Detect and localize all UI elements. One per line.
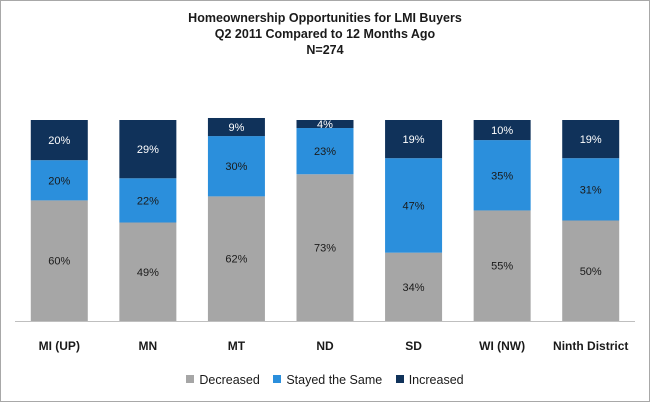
data-label-ninth-district-decreased: 50% bbox=[580, 266, 602, 278]
legend-swatch-increased bbox=[395, 375, 404, 383]
x-tick-label-sd: SD bbox=[405, 339, 422, 353]
bar-wi-nw-stayed-the-same bbox=[473, 140, 531, 211]
data-label-mn-stayed-the-same: 22% bbox=[137, 195, 159, 207]
bar-mn-decreased bbox=[119, 222, 177, 321]
data-label-mn-decreased: 49% bbox=[137, 267, 159, 279]
chart-title: Homeownership Opportunities for LMI Buye… bbox=[1, 10, 649, 58]
data-label-mt-decreased: 62% bbox=[225, 254, 247, 266]
data-label-mi-up-decreased: 60% bbox=[48, 256, 70, 268]
bar-mi-up-increased bbox=[30, 120, 88, 161]
data-label-mi-up-stayed-the-same: 20% bbox=[48, 175, 70, 187]
legend-item-decreased: Decreased bbox=[186, 373, 260, 387]
bar-nd-increased bbox=[296, 120, 354, 129]
bar-wi-nw-decreased bbox=[473, 210, 531, 321]
x-tick-label-mn: MN bbox=[139, 339, 158, 353]
data-label-mt-increased: 9% bbox=[228, 122, 244, 134]
legend-label-increased: Increased bbox=[408, 373, 464, 387]
chart-title-line-1: Homeownership Opportunities for LMI Buye… bbox=[188, 11, 462, 25]
bar-ninth-district-decreased bbox=[562, 220, 620, 321]
x-tick-label-mt: MT bbox=[228, 339, 246, 353]
data-label-mn-increased: 29% bbox=[137, 144, 159, 156]
data-label-nd-increased: 4% bbox=[317, 119, 333, 131]
bar-mt-decreased bbox=[207, 196, 265, 321]
bar-mi-up-decreased bbox=[30, 200, 88, 321]
x-tick-label-nd: ND bbox=[316, 339, 334, 353]
data-label-nd-stayed-the-same: 23% bbox=[314, 146, 336, 158]
bar-mn-stayed-the-same bbox=[119, 178, 177, 223]
bar-mt-increased bbox=[207, 117, 265, 137]
x-tick-label-ninth-district: Ninth District bbox=[553, 339, 628, 353]
data-label-wi-nw-decreased: 55% bbox=[491, 261, 513, 273]
legend-swatch-decreased bbox=[186, 375, 195, 383]
bar-nd-decreased bbox=[296, 174, 354, 321]
legend-label-decreased: Decreased bbox=[199, 373, 260, 387]
legend-item-increased: Increased bbox=[395, 373, 464, 387]
data-label-sd-stayed-the-same: 47% bbox=[403, 200, 425, 212]
x-tick-label-wi-nw: WI (NW) bbox=[479, 339, 525, 353]
bar-mi-up-stayed-the-same bbox=[30, 160, 88, 201]
bar-ninth-district-increased bbox=[562, 120, 620, 159]
bar-mn-increased bbox=[119, 120, 177, 179]
data-label-ninth-district-increased: 19% bbox=[580, 134, 602, 146]
chart-legend: Decreased Stayed the Same Increased bbox=[1, 373, 649, 387]
bar-wi-nw-increased bbox=[473, 120, 531, 141]
data-label-sd-decreased: 34% bbox=[403, 282, 425, 294]
chart-title-line-3: N=274 bbox=[306, 43, 344, 57]
data-label-nd-decreased: 73% bbox=[314, 243, 336, 255]
chart-title-line-2: Q2 2011 Compared to 12 Months Ago bbox=[214, 27, 436, 41]
data-label-wi-nw-stayed-the-same: 35% bbox=[491, 170, 513, 182]
data-label-mt-stayed-the-same: 30% bbox=[225, 161, 247, 173]
data-label-ninth-district-stayed-the-same: 31% bbox=[580, 184, 602, 196]
bar-sd-increased bbox=[385, 120, 443, 159]
legend-label-stayed-the-same: Stayed the Same bbox=[286, 373, 383, 387]
bar-sd-decreased bbox=[385, 252, 443, 321]
legend-item-stayed-the-same: Stayed the Same bbox=[273, 373, 382, 387]
bar-ninth-district-stayed-the-same bbox=[562, 158, 620, 221]
bar-sd-stayed-the-same bbox=[385, 158, 443, 253]
data-label-wi-nw-increased: 10% bbox=[491, 125, 513, 137]
legend-swatch-stayed-the-same bbox=[273, 375, 282, 383]
data-label-mi-up-increased: 20% bbox=[48, 135, 70, 147]
x-tick-label-mi-up: MI (UP) bbox=[39, 339, 80, 353]
data-label-sd-increased: 19% bbox=[403, 134, 425, 146]
bar-nd-stayed-the-same bbox=[296, 128, 354, 175]
bar-mt-stayed-the-same bbox=[207, 136, 265, 197]
